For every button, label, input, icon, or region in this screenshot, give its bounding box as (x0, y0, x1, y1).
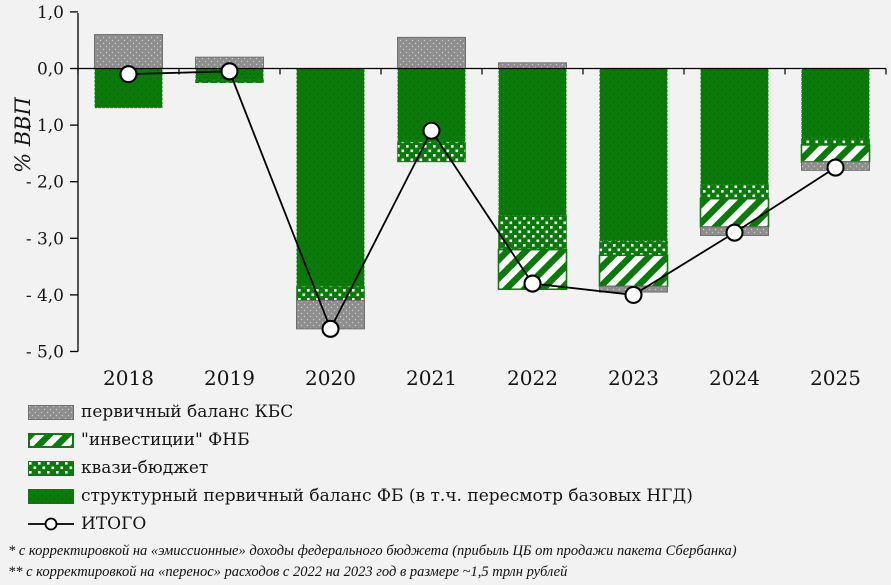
bar-segment-struct (801, 68, 870, 140)
y-tick-label: - 5,0 (26, 342, 64, 362)
bar-segment-quasi (599, 240, 668, 256)
footnote-2: ** с корректировкой на «перенос» расходо… (8, 564, 568, 581)
x-tick-label: 2020 (305, 366, 356, 390)
bar-segment-struct (599, 68, 668, 242)
bar-segment-fnb (699, 197, 770, 228)
bar-segment-kbs (498, 62, 567, 69)
legend: первичный баланс КБС "инвестиции" ФНБ кв… (28, 398, 693, 538)
y-tick-label: - 4,0 (26, 286, 64, 306)
bar-segment-struct (296, 68, 365, 287)
total-marker (725, 223, 744, 242)
y-tick-label: 0,0 (37, 59, 64, 79)
footnotes: * с корректировкой на «эмиссионные» дохо… (8, 541, 737, 583)
bar-segment-kbs (397, 36, 466, 69)
legend-label-itogo: ИТОГО (81, 513, 147, 534)
x-tick-label: 2021 (406, 366, 457, 390)
total-marker (523, 274, 542, 293)
x-tick-label: 2018 (103, 366, 154, 390)
bar-segment-quasi (296, 286, 365, 301)
legend-item-kbs: первичный баланс КБС (28, 398, 693, 426)
gray-swatch-icon (28, 404, 74, 420)
total-line (128, 70, 836, 332)
fiscal-balance-chart: 1,0 0,0 - 1,0 - 2,0 - 3,0 - 4,0 - 5,0 2018 2019 2… (11, 3, 887, 390)
legend-item-itogo: ИТОГО (28, 510, 693, 538)
y-tick-label: 1,0 (37, 3, 64, 23)
total-marker (119, 65, 138, 84)
chart-area: 1,0 0,0 - 1,0 - 2,0 - 3,0 - 4,0 - 5,0 2018 2019 2… (11, 3, 887, 390)
legend-item-quasi: квази-бюджет (28, 454, 693, 482)
bar-segment-quasi (700, 184, 769, 199)
dotted-swatch-icon (28, 460, 74, 476)
hatch-swatch-icon (28, 432, 74, 448)
total-line-layer (119, 62, 845, 338)
y-tick-label: - 3,0 (26, 229, 64, 249)
x-tick-label: 2023 (608, 366, 659, 390)
labels-layer: 1,0 0,0 - 1,0 - 2,0 - 3,0 - 4,0 - 5,0 2018 2019 2… (11, 3, 861, 390)
legend-item-struct: структурный первичный баланс ФБ (в т.ч. … (28, 482, 693, 510)
legend-label-kbs: первичный баланс КБС (81, 401, 294, 422)
y-axis-title: % ВВП (11, 96, 35, 172)
bars-layer (94, 34, 871, 330)
total-marker (624, 285, 643, 304)
total-marker (220, 62, 239, 81)
legend-label-quasi: квази-бюджет (81, 457, 209, 478)
y-tick-label: - 1,0 (26, 116, 64, 136)
x-tick-label: 2025 (810, 366, 861, 390)
green-swatch-icon (28, 488, 74, 504)
bar-segment-kbs (94, 34, 163, 69)
legend-label-struct: структурный первичный баланс ФБ (в т.ч. … (81, 485, 693, 506)
y-tick-label: - 2,0 (26, 173, 64, 193)
legend-item-fnb: "инвестиции" ФНБ (28, 426, 693, 454)
x-tick-label: 2019 (204, 366, 255, 390)
bar-segment-fnb (598, 254, 669, 288)
total-marker (422, 121, 441, 140)
total-marker (826, 158, 845, 177)
x-tick-label: 2024 (709, 366, 760, 390)
bar-segment-quasi (801, 138, 870, 146)
legend-label-fnb: "инвестиции" ФНБ (81, 429, 250, 450)
bar-segment-quasi (397, 141, 466, 163)
bar-segment-quasi (498, 215, 567, 250)
line-marker-swatch-icon (28, 517, 74, 531)
x-tick-label: 2022 (507, 366, 558, 390)
footnote-1: * с корректировкой на «эмиссионные» дохо… (8, 543, 737, 559)
total-marker (321, 319, 340, 338)
bar-segment-struct (700, 68, 769, 186)
bar-segment-struct (498, 68, 567, 217)
